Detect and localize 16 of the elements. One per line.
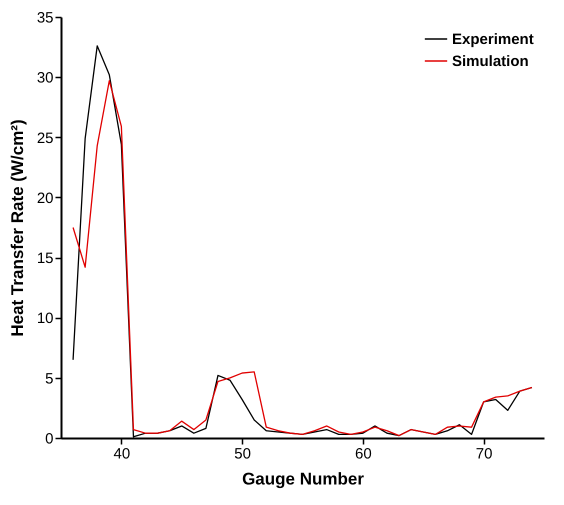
x-axis-title: Gauge Number <box>242 470 364 488</box>
y-tick-label: 0 <box>45 430 54 448</box>
y-tick-label: 5 <box>45 370 54 388</box>
x-tick-label: 50 <box>234 446 251 462</box>
legend-label: Experiment <box>452 31 534 48</box>
y-tick-label: 15 <box>36 250 54 268</box>
y-tick-label: 10 <box>36 310 54 328</box>
y-tick-label: 35 <box>36 10 54 26</box>
legend-label: Simulation <box>452 53 529 70</box>
y-axis-title: Heat Transfer Rate (W/cm²) <box>8 119 27 337</box>
y-tick-label: 25 <box>36 130 54 147</box>
y-tick-label: 20 <box>36 190 54 207</box>
x-tick-label: 70 <box>476 446 492 462</box>
x-tick-label: 40 <box>114 446 130 462</box>
x-tick-label: 60 <box>355 446 372 462</box>
y-tick-label: 30 <box>36 70 54 87</box>
